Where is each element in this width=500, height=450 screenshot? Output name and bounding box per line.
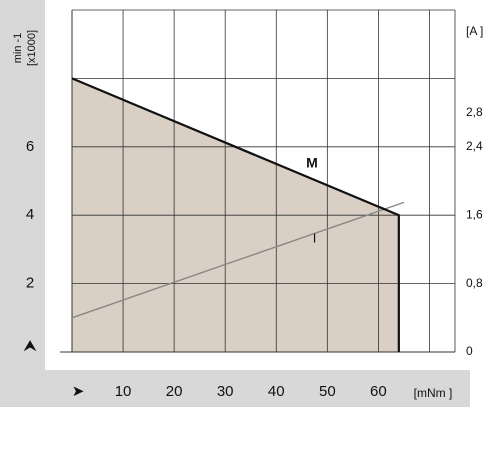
y-left-tick-label: 2 — [26, 275, 34, 292]
y-right-tick-label: 1,6 — [466, 207, 483, 221]
y-right-tick-label: 2,4 — [466, 139, 483, 153]
y-right-tick-label: 0,8 — [466, 276, 483, 290]
x-tick-label: 50 — [319, 383, 336, 400]
x-tick-label: 40 — [268, 383, 285, 400]
y-left-tick-label: 4 — [26, 206, 34, 223]
y-axis-arrow: ⮝ — [23, 338, 37, 355]
series-i-label: I — [313, 231, 317, 246]
x-tick-label: 20 — [166, 383, 183, 400]
y-right-tick-label: 0 — [466, 344, 473, 358]
series-m-line — [71, 77, 400, 352]
series-i-line — [71, 201, 405, 319]
y-left-tick-label: 6 — [26, 138, 34, 155]
y-right-tick-label: 2,8 — [466, 105, 483, 119]
y-left-axis-label-line2: [x1000] — [26, 30, 38, 66]
bottom-label-panel — [0, 370, 470, 407]
series-m-label: M — [306, 155, 318, 171]
y-left-axis-label-line1: min -1 — [12, 33, 24, 64]
x-axis-arrow: ➤ — [72, 383, 85, 400]
y-right-axis-label: [A ] — [466, 24, 483, 38]
left-label-panel — [0, 0, 45, 407]
x-tick-label: 60 — [370, 383, 387, 400]
x-axis-label: [mNm ] — [414, 386, 453, 400]
x-tick-label: 10 — [115, 383, 132, 400]
x-tick-label: 30 — [217, 383, 234, 400]
